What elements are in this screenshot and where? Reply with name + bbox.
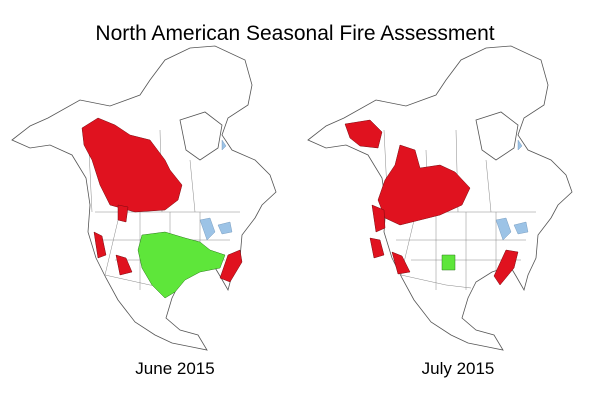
map-label: June 2015 <box>135 359 214 378</box>
july-map: July 2015 <box>307 45 573 378</box>
fire-risk-area <box>344 119 383 149</box>
map-label: July 2015 <box>422 359 495 378</box>
wet-area <box>137 231 226 299</box>
fire-risk-area <box>493 249 519 286</box>
fire-risk-area <box>369 237 385 259</box>
fire-risk-area <box>117 204 129 223</box>
fire-risk-area <box>219 249 243 283</box>
fire-risk-area <box>81 117 183 213</box>
fire-risk-area <box>371 204 386 233</box>
fire-risk-area <box>115 254 133 276</box>
fire-risk-area <box>391 251 411 275</box>
june-map: June 2015 <box>11 45 277 378</box>
fire-risk-area <box>377 144 471 226</box>
fire-risk-area <box>93 231 107 259</box>
wet-area <box>441 254 456 271</box>
map-title: North American Seasonal Fire Assessment <box>95 22 494 45</box>
